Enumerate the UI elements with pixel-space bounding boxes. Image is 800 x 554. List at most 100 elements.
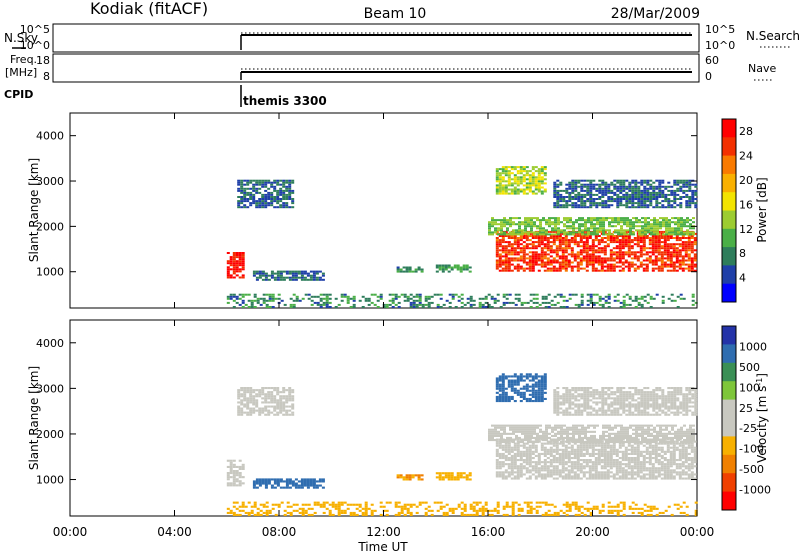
velocity-cell [255, 405, 259, 408]
velocity-cell [638, 434, 641, 437]
colorbar-swatch [722, 228, 736, 248]
power-cell [640, 198, 644, 200]
velocity-cell [527, 426, 530, 429]
power-cell [540, 263, 544, 266]
power-cell [525, 239, 529, 242]
power-cell [570, 249, 574, 252]
velocity-cell [237, 393, 241, 396]
power-cell [238, 264, 242, 267]
velocity-cell [513, 457, 517, 460]
power-cell [559, 183, 563, 186]
power-cell [545, 233, 548, 236]
velocity-cell [621, 471, 625, 474]
power-cell [532, 293, 536, 296]
velocity-cell [677, 434, 680, 437]
velocity-cell [660, 450, 664, 453]
power-colorbar-label: Power [dB] [755, 177, 769, 242]
power-cell [661, 301, 665, 304]
velocity-cell [509, 436, 512, 439]
velocity-cell [573, 450, 577, 453]
power-cell [504, 241, 508, 244]
power-cell [657, 269, 661, 272]
velocity-cell [612, 477, 616, 480]
power-cell [417, 266, 421, 269]
power-cell [549, 247, 553, 250]
power-cell [681, 243, 685, 246]
y-tick-label: 4000 [36, 130, 64, 143]
power-cell [510, 257, 514, 260]
power-cell [673, 189, 677, 192]
power-cell [288, 270, 292, 273]
velocity-cell [555, 442, 559, 445]
power-cell [537, 190, 541, 193]
power-cell [561, 251, 565, 254]
velocity-cell [238, 480, 242, 483]
velocity-cell [435, 476, 439, 479]
velocity-cell [641, 441, 644, 444]
velocity-cell [635, 434, 638, 437]
velocity-cell [246, 391, 250, 394]
power-cell [649, 295, 653, 298]
velocity-cell [237, 401, 241, 404]
power-cell [595, 206, 599, 209]
power-cell [258, 204, 262, 207]
velocity-cell [558, 469, 562, 472]
velocity-cell [591, 444, 595, 447]
velocity-cell [645, 461, 649, 464]
power-cell [503, 233, 506, 236]
power-cell [361, 306, 365, 308]
power-cell [595, 193, 599, 196]
power-cell [582, 230, 586, 233]
power-cell [527, 231, 530, 234]
velocity-cell [665, 432, 668, 435]
velocity-cell [276, 389, 280, 392]
velocity-cell [285, 389, 289, 392]
velocity-cell [555, 461, 559, 464]
power-cell [310, 299, 314, 302]
power-cell [495, 267, 499, 270]
power-cell [629, 221, 632, 224]
power-cell [258, 181, 262, 184]
power-cell [591, 239, 595, 242]
velocity-cell [507, 395, 511, 398]
power-cell [563, 225, 566, 228]
velocity-cell [585, 446, 589, 449]
velocity-cell [566, 432, 569, 435]
velocity-cell [662, 441, 665, 444]
velocity-cell [633, 473, 637, 476]
power-cell [589, 206, 593, 209]
power-cell [589, 299, 593, 302]
velocity-cell [510, 465, 514, 468]
power-cell [560, 231, 563, 234]
velocity-cell [615, 459, 619, 462]
velocity-cell [488, 428, 491, 431]
velocity-cell [564, 446, 568, 449]
velocity-cell [561, 454, 565, 457]
velocity-cell [641, 434, 644, 437]
velocity-cell [528, 397, 532, 400]
velocity-cell [252, 484, 256, 487]
power-cell [590, 221, 593, 224]
velocity-cell [497, 430, 500, 433]
power-cell [349, 306, 353, 308]
power-cell [507, 180, 511, 183]
power-cell [576, 253, 580, 256]
power-cell [633, 255, 637, 258]
power-cell [453, 266, 457, 269]
velocity-cell [650, 434, 653, 437]
power-cell [232, 295, 236, 298]
velocity-cell [638, 424, 641, 427]
power-cell [288, 198, 292, 200]
velocity-cell [507, 471, 511, 474]
power-cell [668, 233, 671, 236]
power-cell [561, 265, 565, 268]
power-cell [512, 229, 515, 232]
power-cell [258, 191, 262, 194]
power-cell [539, 223, 542, 226]
velocity-cell [534, 454, 538, 457]
power-cell [240, 181, 244, 184]
velocity-cell [576, 461, 580, 464]
velocity-cell [561, 444, 565, 447]
power-cell [552, 249, 556, 252]
power-cell [609, 237, 613, 239]
